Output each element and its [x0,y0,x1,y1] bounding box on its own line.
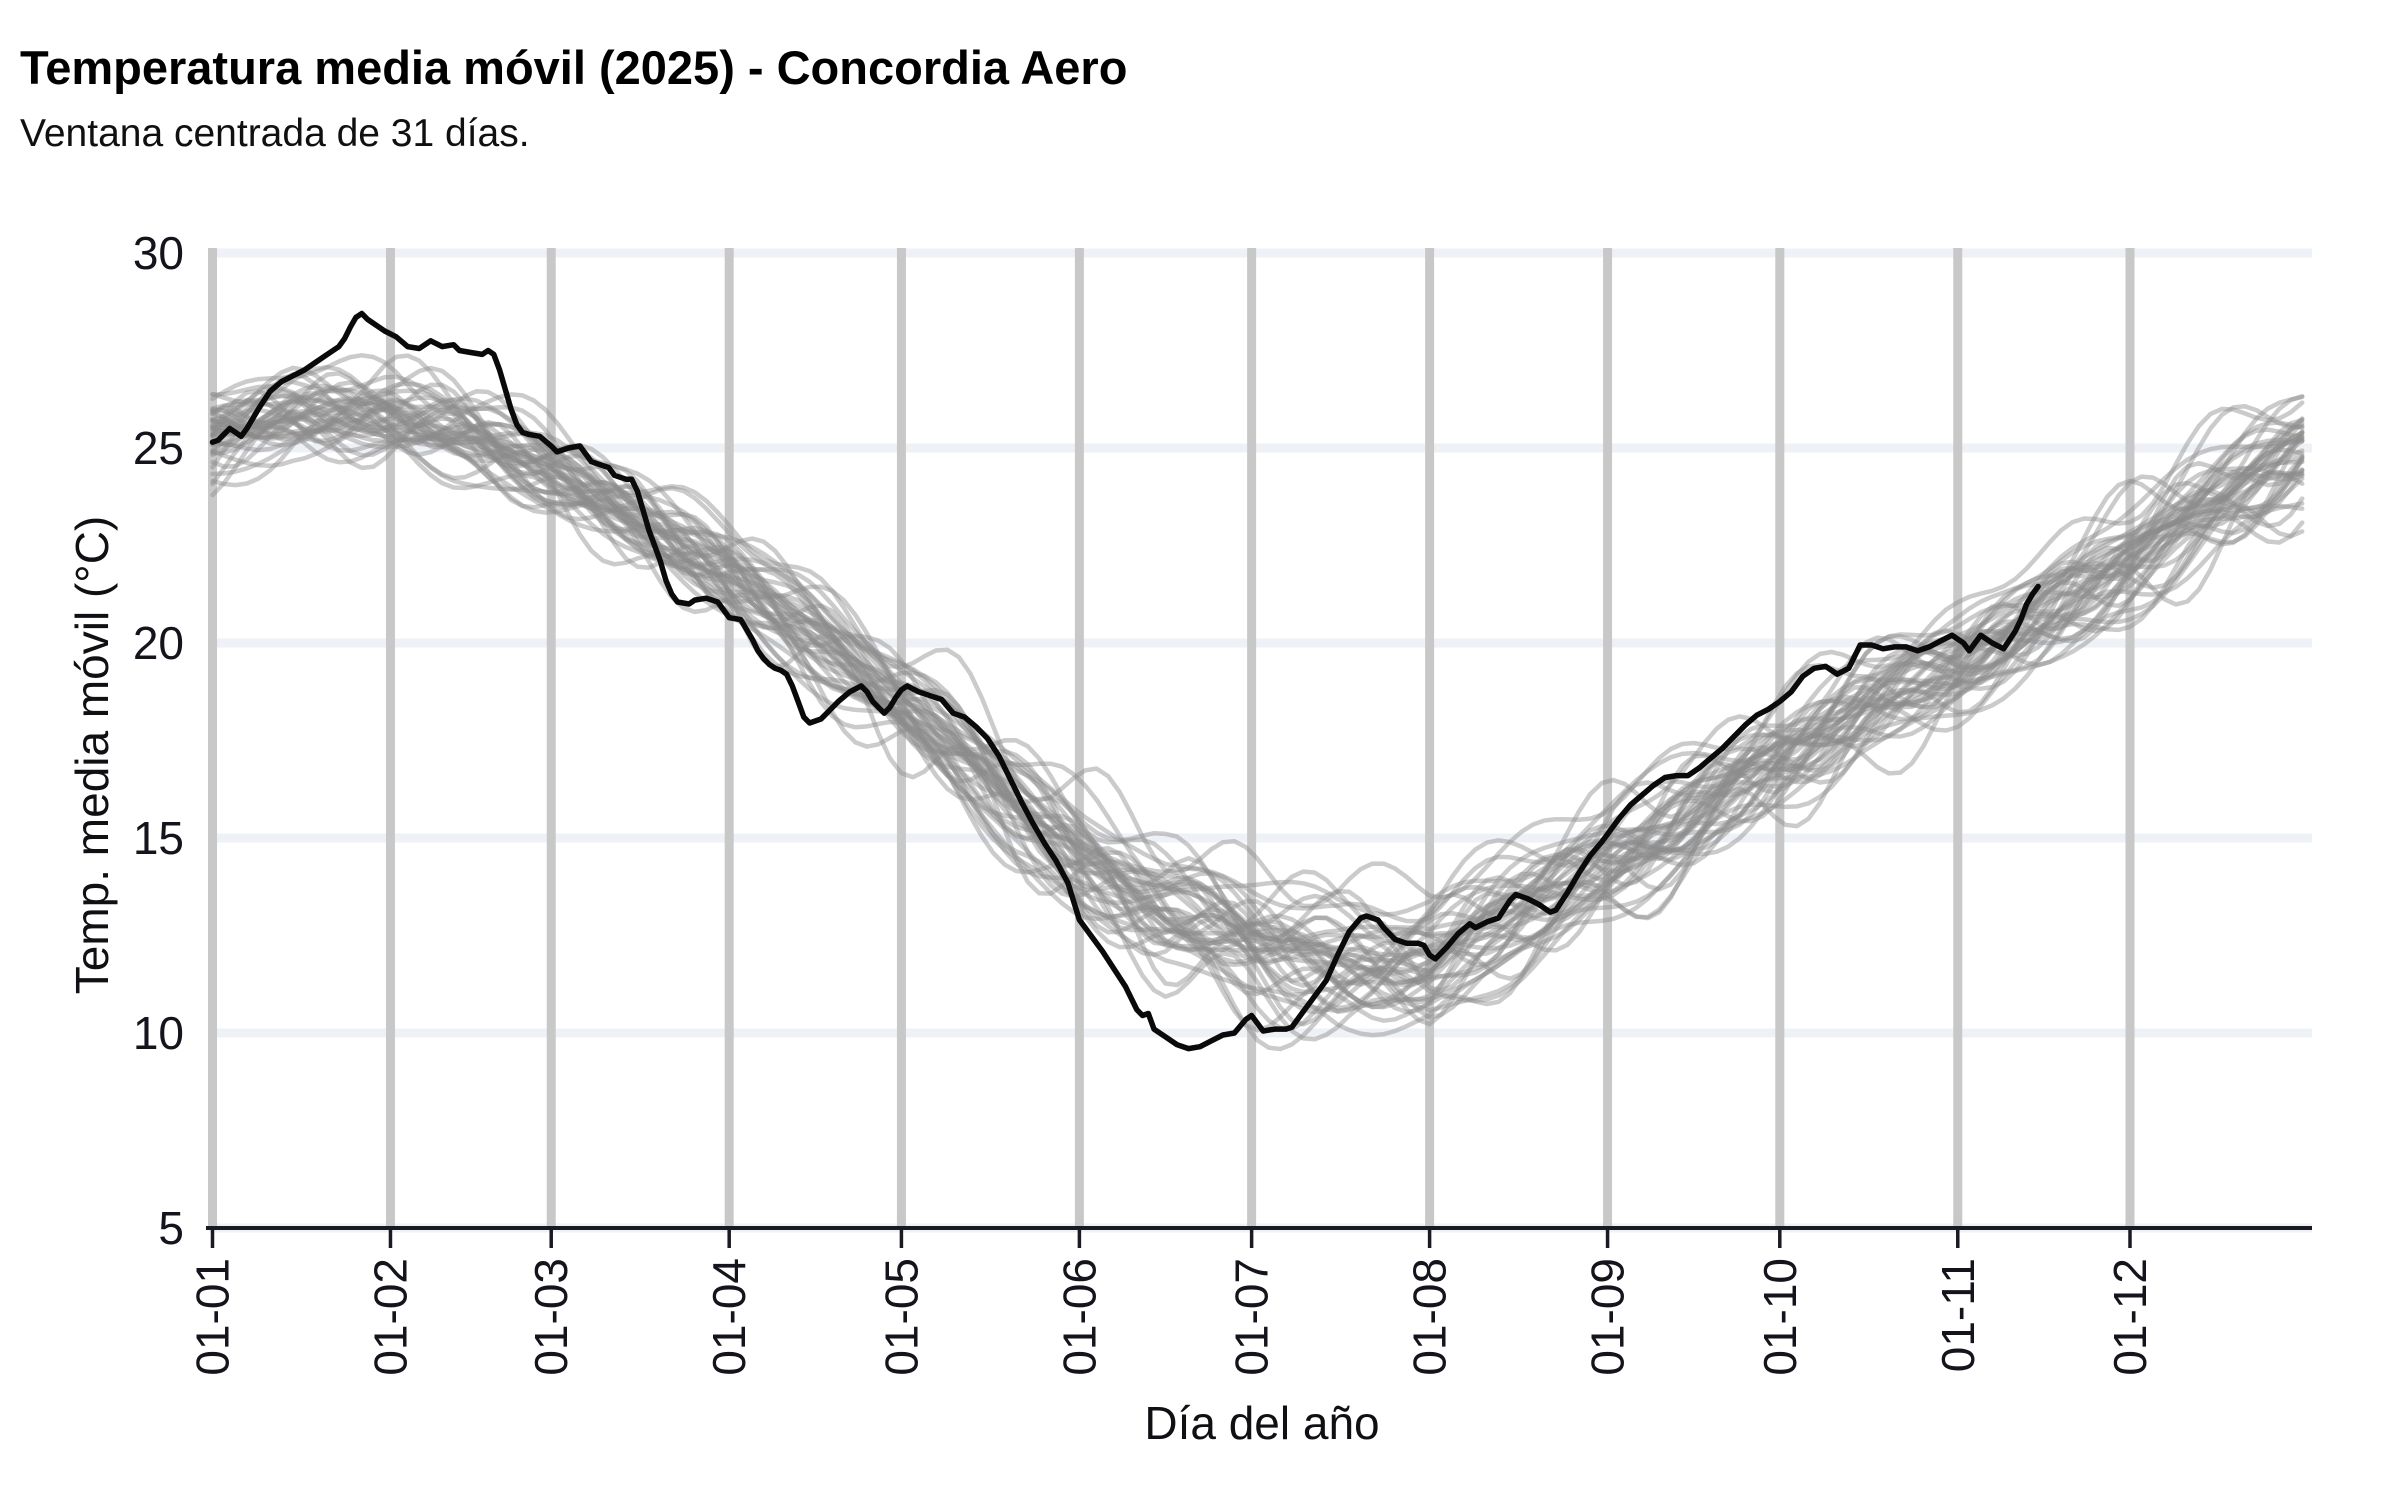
line-2025 [209,310,2041,1052]
historical-line [210,387,2305,955]
historical-line [210,393,2305,1010]
x-tick-labels: 01-01 01-02 01-03 01-04 01-05 01-06 01-07 01-08… [187,1258,2157,1376]
historical-line [210,380,2305,974]
gridline-v-01-09 [1603,248,1613,1228]
historical-line [210,416,2305,1014]
x-tick-label-01-12: 01-12 [2104,1258,2156,1376]
historical-line [210,388,2305,980]
historical-line [210,413,2305,1031]
x-tick-label-01-03: 01-03 [525,1258,577,1376]
gridline-h-30 [209,248,2312,258]
x-tick-label-01-06: 01-06 [1053,1258,1105,1376]
x-tick-label-01-04: 01-04 [703,1258,755,1376]
gridline-h-25 [209,443,2312,453]
gridline-h-15 [209,833,2312,843]
historical-line [210,424,2305,1010]
y-tick-labels: 5 10 15 20 25 30 [133,227,184,1254]
historical-line [210,388,2305,966]
historical-year-lines [210,353,2305,1052]
gridline-v-01-04 [724,248,734,1228]
series-2025-line [209,310,2041,1052]
historical-line [210,395,2305,974]
historical-line [210,395,2305,989]
x-tick-label-01-05: 01-05 [875,1258,927,1376]
x-tick-label-01-02: 01-02 [365,1258,417,1376]
x-axis-title: Día del año [1144,1397,1380,1449]
x-tick-label-01-01: 01-01 [187,1258,239,1376]
historical-line [210,409,2305,995]
historical-line [210,414,2305,1015]
chart-subtitle: Ventana centrada de 31 días. [20,112,530,155]
historical-line [210,427,2305,1027]
gridline-h-10 [209,1028,2312,1038]
x-tick-label-01-08: 01-08 [1404,1258,1456,1376]
gridline-v-01-03 [546,248,556,1228]
x-tick-label-01-10: 01-10 [1754,1258,1806,1376]
historical-line [210,390,2305,986]
vertical-gridlines [208,248,2135,1228]
y-tick-label-30: 30 [133,227,184,279]
historical-line [210,353,2305,909]
gridline-v-01-12 [2125,248,2135,1228]
y-tick-label-20: 20 [133,617,184,669]
historical-line [210,398,2305,973]
gridline-v-01-01 [208,248,217,1228]
gridline-v-01-06 [1074,248,1084,1228]
historical-line [210,389,2305,997]
historical-line [210,395,2305,987]
gridline-v-01-08 [1425,248,1435,1228]
historical-line [210,404,2305,1007]
gridline-v-01-10 [1775,248,1785,1228]
historical-line [210,398,2305,943]
y-tick-label-5: 5 [158,1202,184,1254]
historical-line [210,364,2305,937]
historical-line [210,385,2305,964]
historical-line [210,399,2305,985]
historical-line [210,418,2305,1038]
y-tick-label-25: 25 [133,422,184,474]
y-axis-title: Temp. media móvil (°C) [66,515,118,995]
x-tick-label-01-07: 01-07 [1226,1258,1278,1376]
historical-line [210,399,2305,984]
historical-line [210,410,2305,985]
gridline-v-01-05 [896,248,906,1228]
historical-line [210,393,2305,1005]
historical-line [210,401,2305,1052]
historical-line [210,423,2305,1042]
historical-line [210,388,2305,1003]
historical-line [210,383,2305,958]
y-tick-label-10: 10 [133,1007,184,1059]
historical-line [210,406,2305,1015]
y-tick-label-15: 15 [133,812,184,864]
gridline-v-01-02 [385,248,395,1228]
historical-line [210,408,2305,1015]
historical-line [210,381,2305,1011]
historical-line [210,418,2305,1033]
x-tick-label-01-11: 01-11 [1932,1258,1984,1372]
gridline-v-01-11 [1953,248,1963,1228]
gridline-v-01-07 [1247,248,1257,1228]
x-tick-label-01-09: 01-09 [1582,1258,1634,1376]
chart-title: Temperatura media móvil (2025) - Concord… [20,41,1128,94]
historical-line [210,396,2305,976]
historical-line [210,405,2305,988]
historical-line [210,371,2305,960]
gridline-h-20 [209,638,2312,648]
x-axis [206,1226,2312,1248]
